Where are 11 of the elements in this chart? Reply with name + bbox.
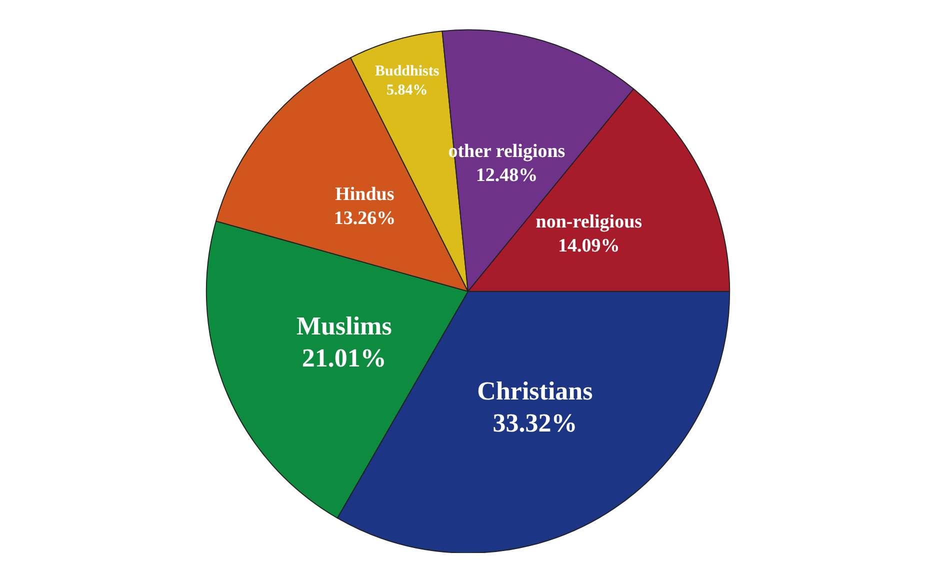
data-label: 21.01% <box>302 344 386 373</box>
slice-label: Buddhists <box>374 64 440 80</box>
slice-label: Hindus <box>335 184 394 205</box>
slice-label: Christians <box>477 376 593 406</box>
data-label: 5.84% <box>386 82 428 99</box>
data-label: 13.26% <box>334 208 396 229</box>
slice-label: Muslims <box>296 312 392 341</box>
data-label: 12.48% <box>476 164 538 186</box>
slice-label: non-religious <box>536 212 642 233</box>
data-label: 33.32% <box>492 408 578 438</box>
data-label: 14.09% <box>558 236 620 257</box>
